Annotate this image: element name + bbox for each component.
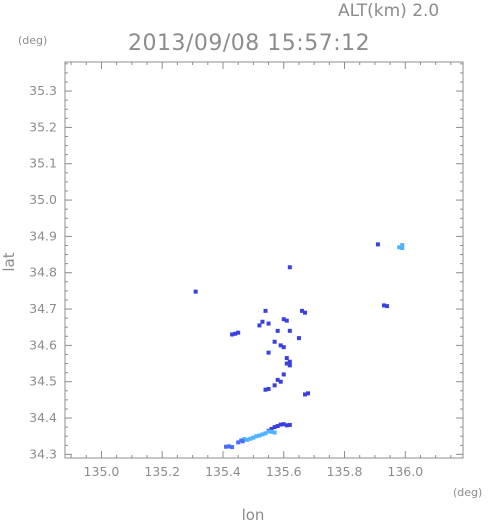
echo-point [303,392,308,397]
echo-point [303,310,308,315]
echo-point [248,436,253,441]
echo-point [400,243,405,248]
echo-point [272,339,277,344]
echo-point [275,377,280,382]
echo-point [266,386,271,391]
y-tick-label: 35.1 [29,156,57,171]
echo-point [260,432,265,437]
echo-point [400,246,405,251]
echo-point [263,387,268,392]
echo-point [281,345,286,350]
echo-point [382,303,387,308]
echo-point [266,321,271,326]
y-tick-label: 35.2 [29,119,57,134]
echo-point [284,423,289,428]
echo-point [278,379,283,384]
echo-point [269,426,274,431]
echo-point [281,317,286,322]
y-tick-label: 34.3 [29,446,57,461]
y-tick-label: 34.8 [29,265,57,280]
x-tick-label: 135.8 [327,464,363,479]
x-tick-label: 135.6 [266,464,302,479]
echo-point [284,318,289,323]
echo-point [375,242,380,247]
echo-point [275,424,280,429]
echo-point [284,361,289,366]
echo-point [397,245,402,250]
echo-point [287,359,292,364]
echo-point [287,265,292,270]
echo-point [281,422,286,427]
echo-point [263,431,268,436]
x-axis-title: lon [242,506,265,521]
echo-point [263,308,268,313]
echo-point [287,328,292,333]
echo-point [287,363,292,368]
echo-point [296,336,301,341]
y-axis-unit: (deg) [18,34,47,47]
echo-point [227,444,232,449]
x-axis-unit: (deg) [453,486,482,499]
echo-point [230,445,235,450]
echo-point [242,437,247,442]
y-tick-label: 34.4 [29,410,57,425]
echo-point [272,430,277,435]
y-tick-label: 34.6 [29,337,57,352]
echo-point [272,383,277,388]
echo-point [254,434,259,439]
echo-point [287,422,292,427]
echo-point [299,308,304,313]
x-tick-label: 135.2 [144,464,180,479]
echo-point [230,332,235,337]
x-tick-label: 135.0 [84,464,120,479]
y-tick-label: 34.5 [29,374,57,389]
y-tick-label: 34.9 [29,228,57,243]
axis-ticks: 135.0 135.2 135.4 135.6 135.8 136.0 34.3 34.4 34… [29,62,463,479]
echo-point [278,343,283,348]
timestamp-title: 2013/09/08 15:57:12 [128,31,370,56]
x-tick-label: 135.4 [205,464,241,479]
echo-point [269,429,274,434]
y-axis-title: lat [0,252,18,271]
y-tick-label: 35.3 [29,83,57,98]
x-tick-label: 136.0 [387,464,423,479]
echo-point [236,330,241,335]
echo-point [260,319,265,324]
echo-point [266,350,271,355]
echo-point [278,422,283,427]
echo-point [236,440,241,445]
y-tick-label: 34.7 [29,301,57,316]
echo-points [193,242,405,450]
plot-frame [64,61,464,459]
echo-point [257,433,262,438]
echo-point [240,439,245,444]
echo-point [272,425,277,430]
echo-point [306,391,311,396]
echo-point [275,328,280,333]
echo-point [281,372,286,377]
echo-point [193,289,198,294]
y-tick-label: 35.0 [29,192,57,207]
echo-point [257,323,262,328]
echo-point [233,331,238,336]
echo-point [251,435,256,440]
altitude-label: ALT(km) 2.0 [338,1,439,21]
echo-point [266,429,271,434]
echo-point [385,304,390,309]
echo-point [284,356,289,361]
echo-point [224,444,229,449]
echo-point [245,437,250,442]
